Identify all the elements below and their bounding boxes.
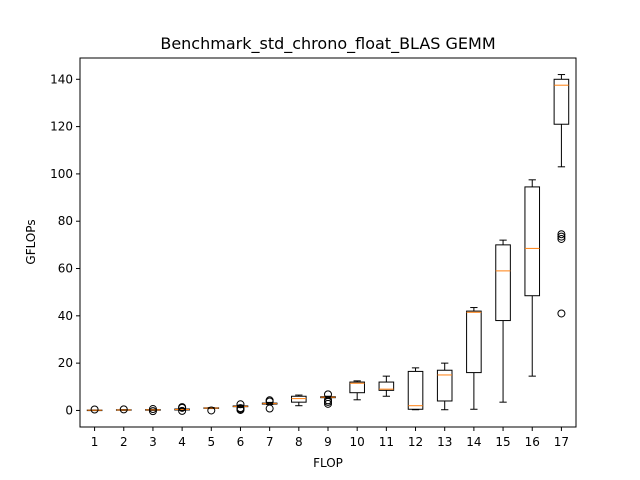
y-tick-label: 120 xyxy=(50,120,73,134)
outlier-point xyxy=(557,232,566,241)
box-group xyxy=(349,380,365,401)
x-axis: 1 2 3 4 5 6 7 8 9 10 11 12 13 14 15 16 17 xyxy=(91,427,569,449)
box-group xyxy=(203,406,220,415)
outlier-point xyxy=(148,405,157,414)
y-tick-label: 140 xyxy=(50,72,73,86)
chart-title: Benchmark_std_chrono_float_BLAS GEMM xyxy=(160,34,495,54)
y-axis-label: GFLOPs xyxy=(24,219,38,264)
y-axis: 0 20 40 60 80 100 120 140 xyxy=(50,72,80,417)
box-group xyxy=(407,367,424,411)
box-group xyxy=(145,405,161,416)
outlier-point xyxy=(236,404,245,413)
box xyxy=(407,370,424,410)
box-group xyxy=(495,239,511,403)
box-group xyxy=(86,405,103,414)
outlier-point xyxy=(178,406,187,415)
box-group xyxy=(466,307,482,410)
y-tick-label: 0 xyxy=(65,403,73,417)
x-tick-label: 3 xyxy=(149,435,157,449)
x-tick-label: 5 xyxy=(207,435,215,449)
box-group xyxy=(291,394,307,407)
outlier-point xyxy=(178,403,187,412)
y-tick-label: 100 xyxy=(50,167,73,181)
box-group xyxy=(261,396,278,413)
x-tick-label: 14 xyxy=(466,435,481,449)
plot-frame xyxy=(79,57,577,428)
x-tick-label: 11 xyxy=(379,435,394,449)
x-tick-label: 10 xyxy=(350,435,365,449)
y-tick-label: 60 xyxy=(58,262,73,276)
x-tick-label: 4 xyxy=(178,435,186,449)
x-tick-label: 13 xyxy=(437,435,452,449)
box xyxy=(291,395,307,403)
x-axis-label: FLOP xyxy=(313,456,343,470)
box xyxy=(495,244,511,322)
box-group xyxy=(378,375,395,397)
outlier-point xyxy=(265,404,274,413)
outlier-point xyxy=(90,405,99,414)
box xyxy=(553,78,570,125)
outlier-point xyxy=(236,400,245,409)
box-group xyxy=(436,362,453,411)
outlier-point xyxy=(557,309,566,318)
x-tick-label: 15 xyxy=(495,435,510,449)
x-tick-label: 9 xyxy=(324,435,332,449)
box xyxy=(378,381,395,391)
outlier-point xyxy=(265,396,274,405)
box xyxy=(466,310,482,374)
outlier-point xyxy=(557,234,566,243)
box xyxy=(436,369,453,402)
x-tick-label: 2 xyxy=(120,435,128,449)
outlier-point xyxy=(324,396,332,405)
box-group xyxy=(232,400,249,414)
box xyxy=(349,381,365,394)
box-group xyxy=(174,403,190,415)
x-tick-label: 6 xyxy=(237,435,245,449)
x-tick-label: 12 xyxy=(408,435,423,449)
plot-area xyxy=(86,74,570,416)
x-tick-label: 7 xyxy=(266,435,274,449)
x-tick-label: 8 xyxy=(295,435,303,449)
x-tick-label: 1 xyxy=(91,435,99,449)
outlier-point xyxy=(557,230,566,239)
x-tick-label: 17 xyxy=(554,435,569,449)
y-tick-label: 20 xyxy=(58,356,73,370)
y-tick-label: 80 xyxy=(58,214,73,228)
outlier-point xyxy=(324,390,332,399)
box-group xyxy=(115,405,132,414)
box xyxy=(524,186,541,297)
x-tick-label: 16 xyxy=(525,435,540,449)
outlier-point xyxy=(207,406,216,415)
box-group xyxy=(320,390,336,408)
outlier-point xyxy=(119,405,128,414)
y-tick-label: 40 xyxy=(58,309,73,323)
outlier-point xyxy=(148,407,157,416)
box-group xyxy=(524,179,541,377)
box-group xyxy=(553,74,570,318)
